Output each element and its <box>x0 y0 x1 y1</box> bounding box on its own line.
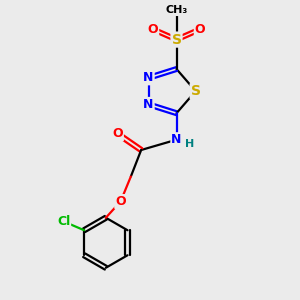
Text: O: O <box>115 195 126 208</box>
Text: CH₃: CH₃ <box>165 5 188 15</box>
Text: Cl: Cl <box>57 215 70 228</box>
Text: O: O <box>195 23 206 36</box>
Text: N: N <box>143 71 154 84</box>
Text: N: N <box>143 98 154 111</box>
Text: H: H <box>185 139 194 149</box>
Text: O: O <box>148 23 158 36</box>
Text: S: S <box>190 84 201 98</box>
Text: O: O <box>112 127 123 140</box>
Text: N: N <box>171 133 182 146</box>
Text: S: S <box>172 33 182 46</box>
